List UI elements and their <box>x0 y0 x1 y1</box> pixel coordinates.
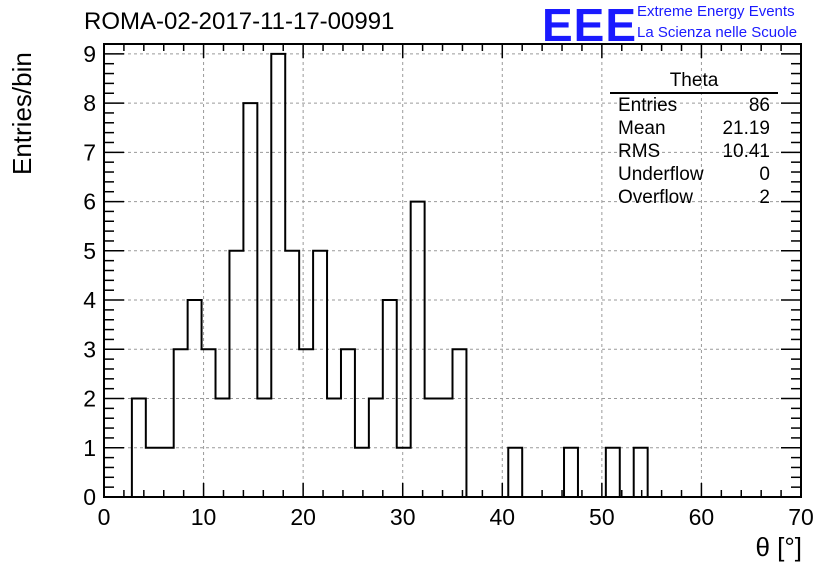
x-tick-label: 30 <box>390 504 416 530</box>
stats-box: Theta Entries 86 Mean 21.19 RMS 10.41 Under… <box>610 70 778 209</box>
stats-label: Underflow <box>618 164 704 185</box>
y-axis-label: Entries/bin <box>7 52 37 175</box>
x-tick-label: 50 <box>589 504 615 530</box>
stats-value: 10.41 <box>722 141 770 162</box>
stats-label: Entries <box>618 95 678 116</box>
x-tick-label: 10 <box>191 504 217 530</box>
y-tick-label: 5 <box>83 238 96 264</box>
y-tick-label: 4 <box>83 287 96 313</box>
y-tick-label: 1 <box>83 435 96 461</box>
y-tick-label: 0 <box>83 484 96 510</box>
stats-row: Entries 86 <box>610 94 778 117</box>
y-tick-label: 2 <box>83 386 96 412</box>
stats-row: Overflow 2 <box>610 186 778 209</box>
y-tick-label: 9 <box>83 41 96 67</box>
eee-logo: EEE <box>542 0 638 51</box>
stats-label: Overflow <box>618 187 693 208</box>
stats-row: RMS 10.41 <box>610 140 778 163</box>
stats-label: RMS <box>618 141 661 162</box>
x-tick-label: 0 <box>98 504 111 530</box>
stats-value: 0 <box>759 164 770 185</box>
x-tick-label: 70 <box>788 504 814 530</box>
stats-row: Underflow 0 <box>610 163 778 186</box>
y-tick-label: 7 <box>83 139 96 165</box>
stats-value: 2 <box>759 187 770 208</box>
histogram-series-line <box>104 52 801 498</box>
y-tick-label: 3 <box>83 336 96 362</box>
axis-ticks <box>103 43 802 498</box>
y-tick-label: 8 <box>83 90 96 116</box>
x-tick-label: 60 <box>689 504 715 530</box>
logo-line-1: Extreme Energy Events <box>637 3 795 20</box>
stats-value: 86 <box>748 95 770 116</box>
stats-value: 21.19 <box>722 118 770 139</box>
y-tick-label: 6 <box>83 189 96 215</box>
x-tick-label: 40 <box>489 504 515 530</box>
stats-row: Mean 21.19 <box>610 117 778 140</box>
logo-line-2: La Scienza nelle Scuole <box>637 24 798 41</box>
x-axis-label: θ [°] <box>755 532 802 562</box>
x-tick-label: 20 <box>290 504 316 530</box>
stats-label: Mean <box>618 118 666 139</box>
chart-title: ROMA-02-2017-11-17-00991 <box>84 8 395 35</box>
stats-title: Theta <box>610 70 778 94</box>
